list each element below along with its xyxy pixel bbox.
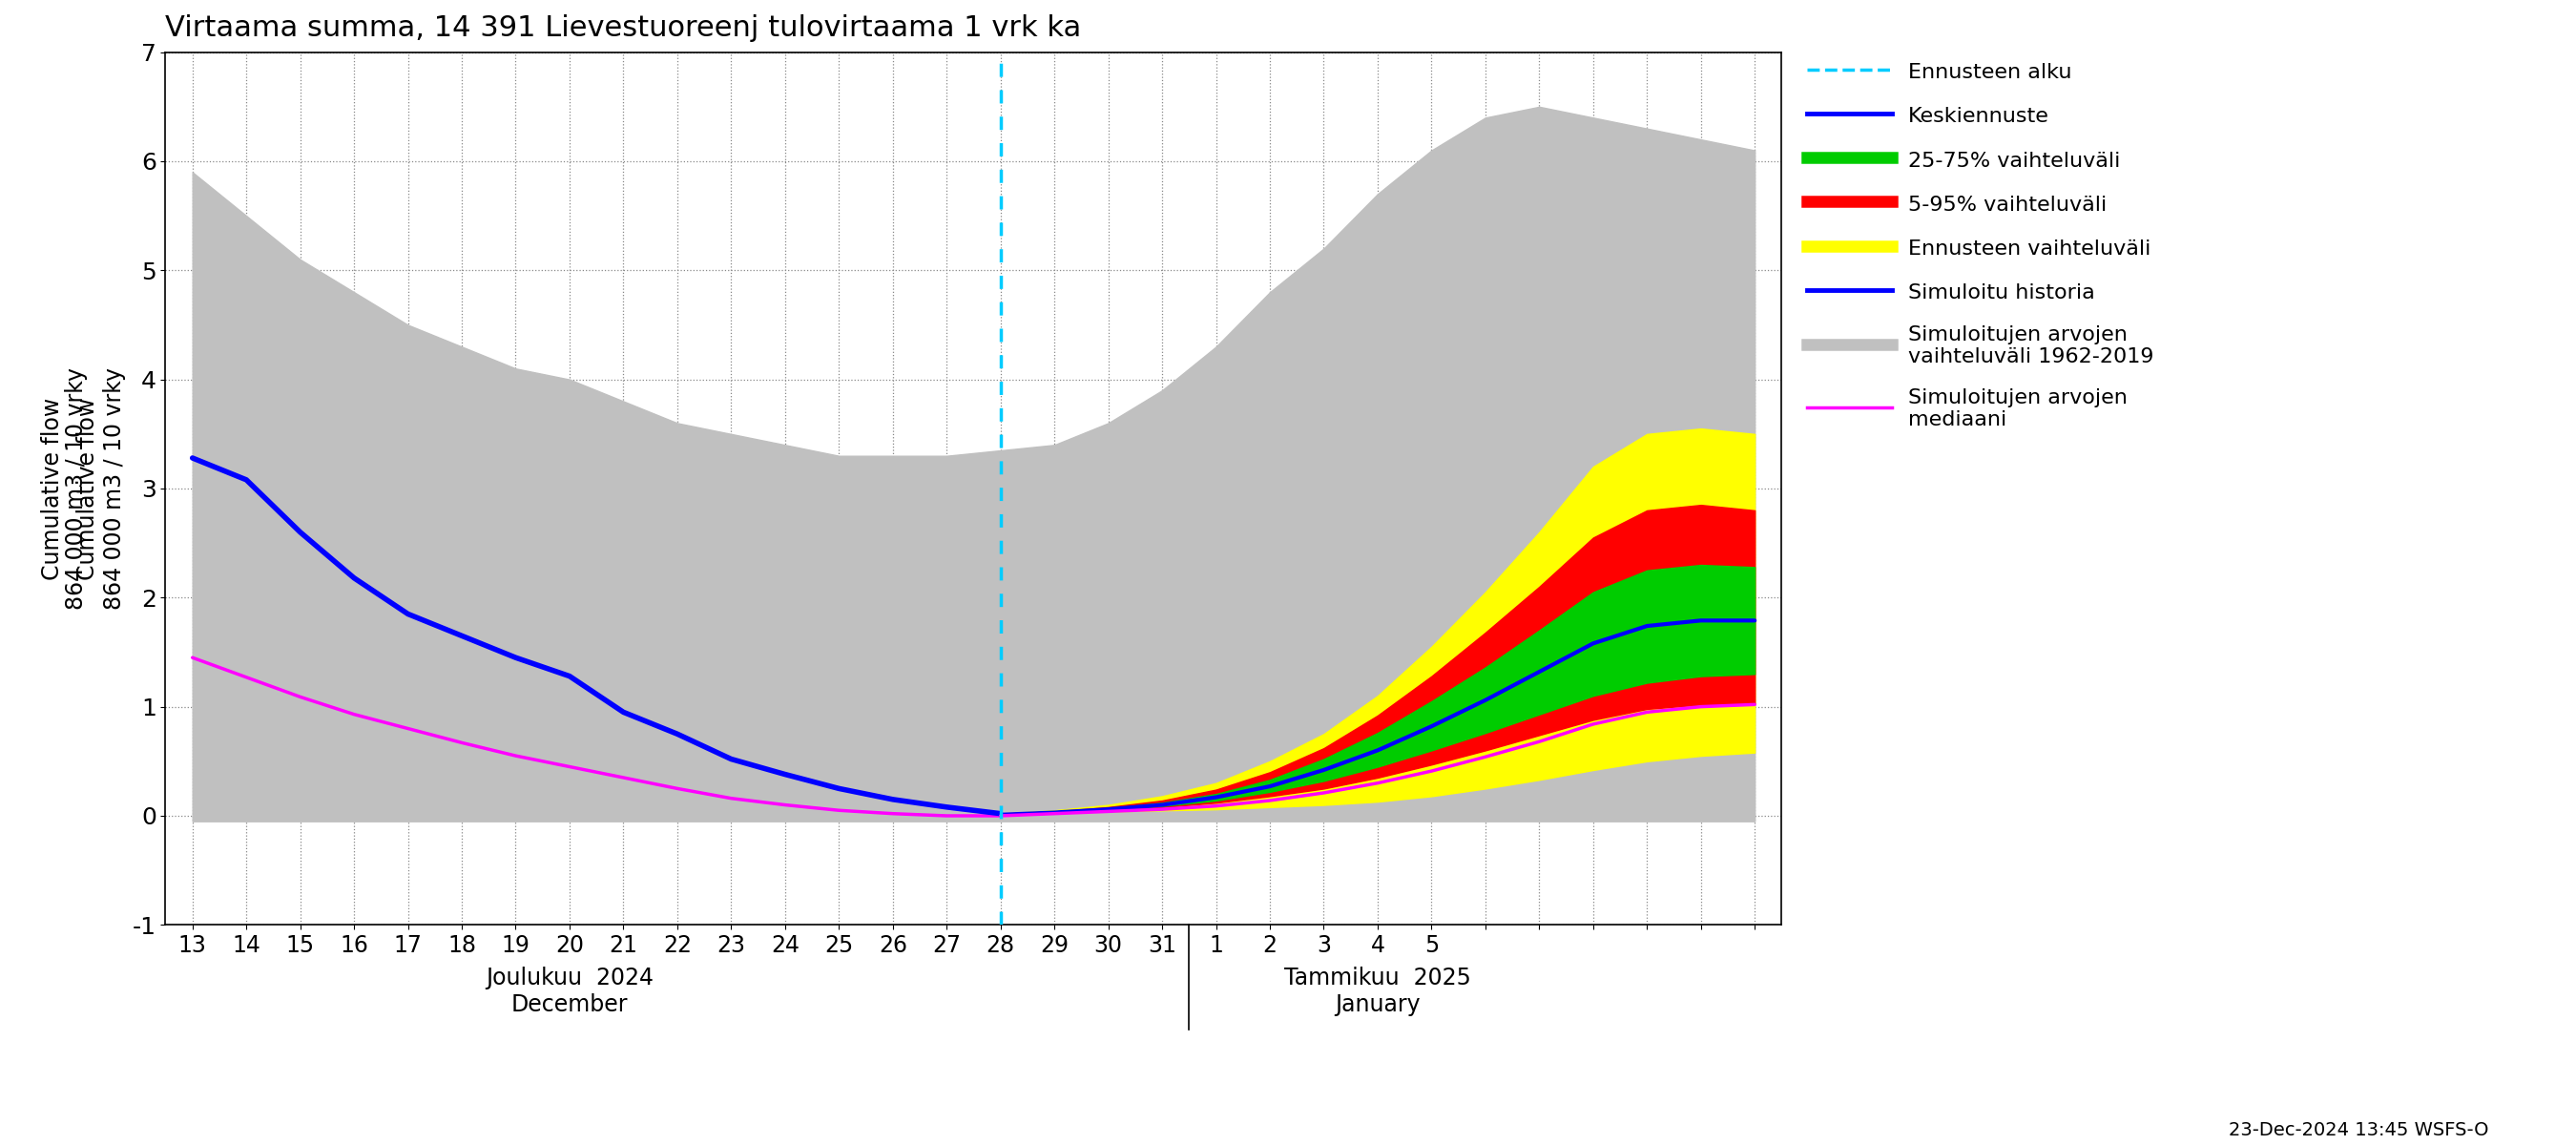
Text: Virtaama summa, 14 391 Lievestuoreenj tulovirtaama 1 vrk ka: Virtaama summa, 14 391 Lievestuoreenj tu… <box>165 14 1082 42</box>
Text: 864 000 m3 / 10 vrky: 864 000 m3 / 10 vrky <box>64 368 88 609</box>
Text: 23-Dec-2024 13:45 WSFS-O: 23-Dec-2024 13:45 WSFS-O <box>2228 1121 2488 1139</box>
Y-axis label: Cumulative flow
864 000 m3 / 10 vrky: Cumulative flow 864 000 m3 / 10 vrky <box>77 368 126 609</box>
Text: Joulukuu  2024
December: Joulukuu 2024 December <box>487 966 654 1016</box>
Text: Cumulative flow: Cumulative flow <box>41 397 64 579</box>
Legend: Ennusteen alku, Keskiennuste, 25-75% vaihteluväli, 5-95% vaihteluväli, Ennusteen: Ennusteen alku, Keskiennuste, 25-75% vai… <box>1801 54 2161 436</box>
Text: Tammikuu  2025
January: Tammikuu 2025 January <box>1285 966 1471 1016</box>
